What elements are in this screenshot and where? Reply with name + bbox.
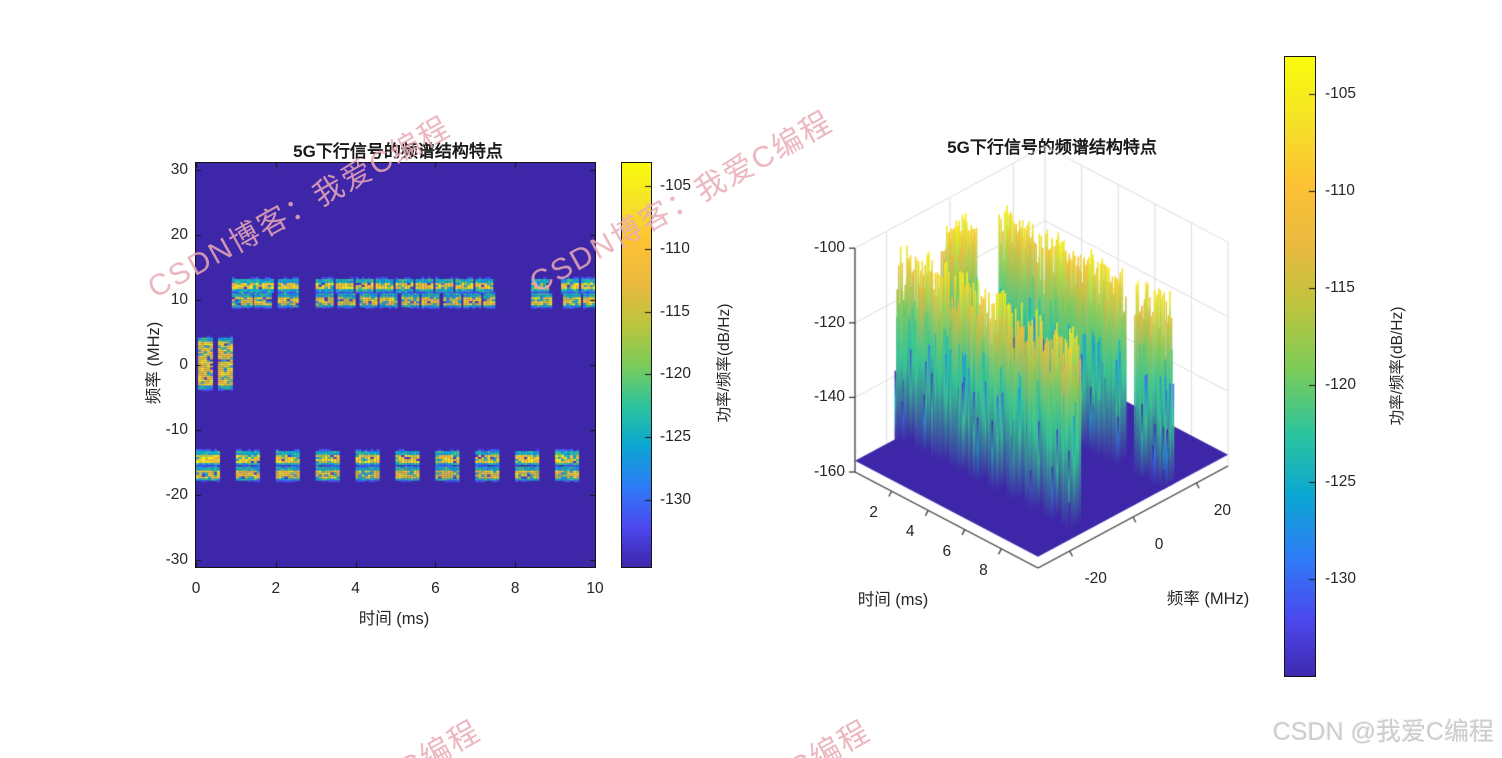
- surface3d-canvas: [770, 130, 1290, 650]
- colorbar-tick-label: -120: [1325, 375, 1357, 393]
- colorbar-2d-canvas: [621, 162, 652, 568]
- y-tick-label: -20: [165, 486, 188, 504]
- watermark-diagonal: CSDN博客：我爱C编程: [168, 707, 487, 758]
- x-tick-label: 0: [191, 580, 201, 597]
- colorbar-tick-label: -120: [660, 365, 692, 383]
- y-tick-label: 20: [170, 225, 188, 243]
- colorbar-tick-label: -110: [660, 239, 690, 257]
- y-tick-label: -30: [165, 551, 188, 569]
- colorbar-tick-label: -130: [1325, 569, 1357, 587]
- x-tick-label: 8: [510, 580, 520, 597]
- x-tick-label: 10: [586, 580, 604, 597]
- left-plot-ylabel: 频率 (MHz): [145, 321, 163, 405]
- y-tick-label: -10: [165, 421, 188, 439]
- colorbar-2d-label: 功率/频率(dB/Hz): [716, 303, 733, 423]
- time-tick-label: 4: [905, 523, 915, 541]
- y-tick-label: 0: [179, 356, 188, 373]
- colorbar-tick-label: -125: [1325, 472, 1357, 490]
- y-tick-label: 10: [170, 290, 188, 308]
- z-tick-label: -160: [813, 463, 845, 480]
- colorbar-3d-canvas: [1284, 56, 1316, 677]
- colorbar-tick-label: -130: [660, 491, 692, 509]
- watermark-credit: CSDN @我爱C编程: [1272, 718, 1494, 746]
- x-tick-label: 2: [271, 580, 281, 597]
- watermark-diagonal: CSDN博客：我爱C编程: [558, 707, 877, 758]
- time-tick-label: 6: [942, 542, 952, 560]
- frequency-tick-label: 0: [1154, 536, 1164, 553]
- frequency-tick-label: -20: [1084, 570, 1107, 587]
- spectrogram-canvas: [195, 162, 596, 568]
- colorbar-tick-label: -110: [1325, 181, 1355, 199]
- time-tick-label: 8: [979, 561, 988, 579]
- right-plot-time-axis-label: 时间 (ms): [857, 591, 929, 609]
- z-tick-label: -120: [813, 313, 845, 331]
- colorbar-3d-label: 功率/频率(dB/Hz): [1389, 306, 1406, 426]
- colorbar-tick-label: -105: [1325, 84, 1357, 102]
- z-tick-label: -100: [813, 239, 845, 257]
- colorbar-tick-label: -115: [1325, 278, 1355, 296]
- left-plot-xlabel: 时间 (ms): [358, 610, 430, 628]
- frequency-tick-label: 20: [1213, 502, 1231, 519]
- x-tick-label: 4: [351, 580, 360, 597]
- z-tick-label: -140: [813, 388, 845, 406]
- colorbar-tick-label: -105: [660, 176, 692, 194]
- colorbar-tick-label: -125: [660, 428, 692, 446]
- x-tick-label: 6: [431, 580, 440, 597]
- time-tick-label: 2: [869, 504, 878, 522]
- left-plot-title: 5G下行信号的频谱结构特点: [293, 142, 503, 161]
- colorbar-tick-label: -115: [660, 302, 690, 320]
- y-tick-label: 30: [170, 160, 188, 178]
- right-plot-frequency-axis-label: 频率 (MHz): [1166, 590, 1250, 608]
